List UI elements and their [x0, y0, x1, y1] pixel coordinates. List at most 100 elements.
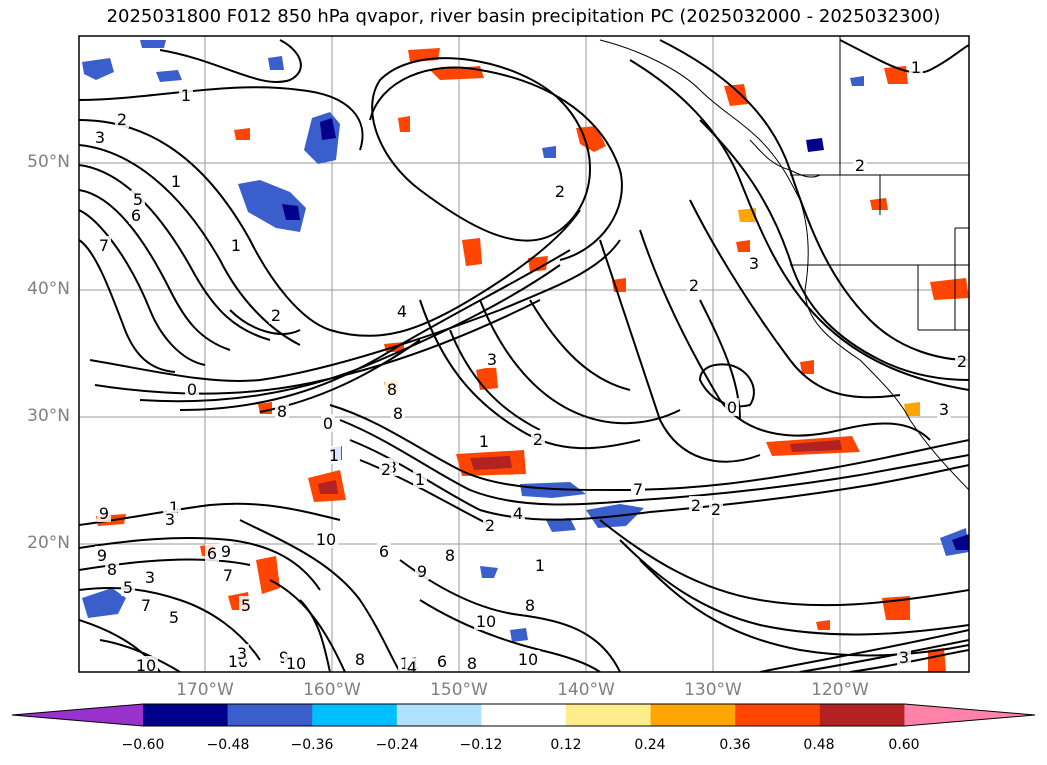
plot-title: 2025031800 F012 850 hPa qvapor, river ba…	[106, 6, 941, 27]
colorbar-segment	[396, 704, 482, 726]
contour-label: 4	[397, 302, 407, 321]
contour-label: 2	[381, 460, 391, 479]
contour-label: 10	[286, 654, 306, 673]
contour-label: 7	[141, 596, 151, 615]
colorbar-segment	[481, 704, 567, 726]
contour-label: 8	[445, 546, 455, 565]
contour-label: 4	[407, 658, 417, 677]
contour-label: 8	[387, 380, 397, 399]
contour-label: 10	[476, 612, 496, 631]
contour-label: 2	[117, 110, 127, 129]
contour-label: 7	[633, 480, 643, 499]
colorbar-segment	[143, 704, 229, 726]
contour-label: 1	[479, 432, 489, 451]
contour-label: 8	[277, 402, 287, 421]
contour-label: 5	[123, 578, 133, 597]
colorbar-segment	[650, 704, 736, 726]
contour-label: 1	[171, 172, 181, 191]
lon-label-150w: 150°W	[430, 680, 488, 700]
contour-label: 10	[316, 530, 336, 549]
contour-label: 8	[355, 650, 365, 669]
contour-label: 6	[207, 544, 217, 563]
contour-label: 10	[136, 656, 156, 675]
lon-label-130w: 130°W	[684, 680, 742, 700]
contour-label: 1	[181, 86, 191, 105]
map-frame	[78, 35, 970, 673]
contour-label: 8	[467, 654, 477, 673]
contour-label: 7	[223, 566, 233, 585]
lon-label-140w: 140°W	[557, 680, 615, 700]
colorbar-segment	[566, 704, 652, 726]
colorbar-tick: −0.36	[290, 737, 334, 753]
contour-label: 3	[165, 510, 175, 529]
contour-label: 2	[555, 182, 565, 201]
colorbar-outline	[11, 703, 1036, 727]
colorbar-tick: −0.24	[375, 737, 419, 753]
colorbar-tick: 0.24	[634, 737, 666, 753]
contour-label: 5	[133, 190, 143, 209]
qvapor-contours	[79, 39, 969, 672]
colorbar-tick: 0.36	[719, 737, 751, 753]
contour-label: 1	[329, 446, 339, 465]
contour-label: 7	[99, 236, 109, 255]
contour-label: 1	[415, 470, 425, 489]
colorbar-segment	[312, 704, 398, 726]
contour-label: 8	[525, 596, 535, 615]
lon-label-170w: 170°W	[176, 680, 234, 700]
colorbar-tick: −0.60	[121, 737, 165, 753]
colorbar-extend-min	[12, 704, 143, 726]
contour-label: 3	[487, 350, 497, 369]
lon-label-120w: 120°W	[811, 680, 869, 700]
contour-label: 6	[131, 206, 141, 225]
colorbar-tick: 0.60	[888, 737, 920, 753]
contour-label: 0	[727, 398, 737, 417]
pc-shading-negative	[82, 40, 969, 642]
lat-label-20n: 20°N	[27, 533, 70, 553]
contour-label: 1	[169, 498, 179, 517]
contour-label: 9	[221, 542, 231, 561]
contour-label: 9	[97, 546, 107, 565]
contour-label: 1	[535, 556, 545, 575]
contour-label: 3	[899, 648, 909, 667]
contour-label: 0	[187, 380, 197, 399]
contour-label: 2	[271, 306, 281, 325]
contour-label: 3	[939, 400, 949, 419]
colorbar-tick: −0.12	[459, 737, 503, 753]
contour-labels: 1231456789212430821230123722139679810685…	[93, 58, 969, 677]
colorbar-tick: 0.48	[803, 737, 835, 753]
colorbar-extend-max	[904, 704, 1035, 726]
gridlines	[79, 36, 969, 672]
contour-label: 2	[957, 352, 967, 371]
colorbar-segment	[735, 704, 821, 726]
contour-label: 9	[417, 562, 427, 581]
contour-label: 2	[855, 156, 865, 175]
contour-label: 10	[518, 650, 538, 669]
contour-label: 9	[99, 504, 109, 523]
contour-label: 8	[107, 560, 117, 579]
contour-label: 5	[169, 608, 179, 627]
contour-label: 2	[711, 500, 721, 519]
contour-label: 0	[323, 414, 333, 433]
contour-label: 3	[95, 128, 105, 147]
colorbar-tick: −0.48	[206, 737, 250, 753]
colorbar-tick: 0.12	[550, 737, 582, 753]
contour-label: 3	[237, 644, 247, 663]
contour-label: 1	[231, 236, 241, 255]
lat-label-50n: 50°N	[27, 152, 70, 172]
lon-label-160w: 160°W	[303, 680, 361, 700]
contour-label: 2	[533, 430, 543, 449]
contour-label: 4	[513, 504, 523, 523]
colorbar-segment	[227, 704, 313, 726]
contour-label: 6	[379, 542, 389, 561]
lat-label-30n: 30°N	[27, 406, 70, 426]
coastlines	[599, 36, 969, 491]
lat-label-40n: 40°N	[27, 279, 70, 299]
colorbar	[11, 703, 1036, 727]
colorbar-segment	[819, 704, 905, 726]
contour-label: 3	[749, 254, 759, 273]
contour-label: 6	[437, 652, 447, 671]
contour-label: 8	[393, 404, 403, 423]
contour-label: 2	[689, 276, 699, 295]
contour-label: 5	[241, 596, 251, 615]
